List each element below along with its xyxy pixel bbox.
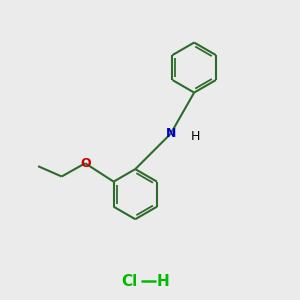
Text: Cl: Cl bbox=[121, 274, 137, 289]
Text: H: H bbox=[157, 274, 169, 289]
Text: N: N bbox=[165, 127, 176, 140]
Text: O: O bbox=[80, 157, 91, 170]
Text: H: H bbox=[191, 130, 201, 143]
